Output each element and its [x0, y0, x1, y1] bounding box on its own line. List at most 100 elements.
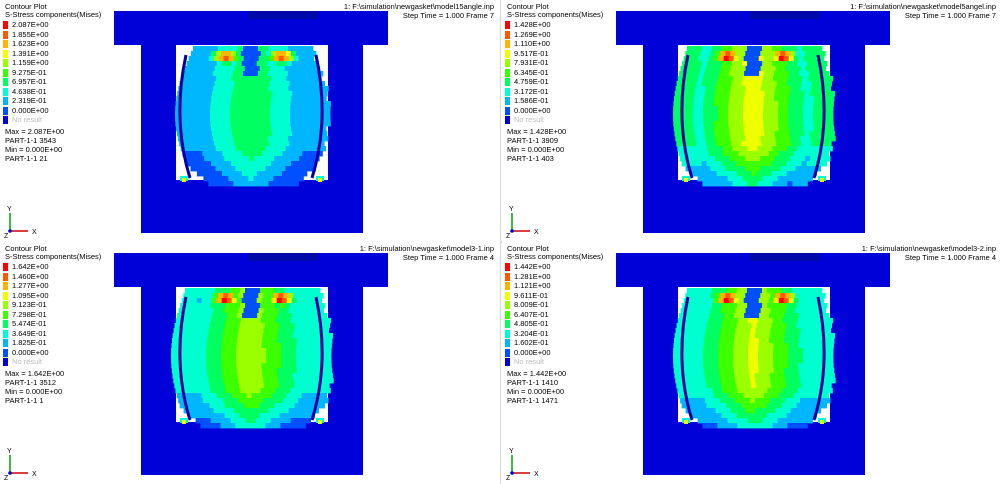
- mesh-cell: [714, 373, 720, 379]
- mesh-cell: [235, 423, 241, 429]
- legend-entry: No result: [505, 357, 595, 367]
- mesh-cell: [203, 378, 209, 384]
- mesh-cell: [277, 333, 284, 339]
- mesh-cell: [735, 328, 741, 334]
- mesh-cell: [318, 398, 324, 404]
- mesh-cell: [246, 161, 252, 167]
- stress-contour-plot[interactable]: [502, 242, 1000, 484]
- mesh-cell: [279, 413, 285, 419]
- mesh-cell: [710, 398, 716, 404]
- mesh-cell: [227, 333, 234, 339]
- mesh-cell: [306, 161, 312, 167]
- mesh-cell: [701, 323, 707, 329]
- mesh-cell: [788, 101, 794, 107]
- mesh-cell: [179, 403, 185, 409]
- mesh-cell: [305, 303, 311, 309]
- mesh-cell: [759, 131, 765, 137]
- mesh-cell: [788, 126, 795, 132]
- mesh-cell: [820, 293, 826, 299]
- mesh-cell: [738, 358, 744, 364]
- mesh-cell: [248, 308, 254, 314]
- viewport-panel-3[interactable]: Contour Plot S-Stress components(Mises) 1:…: [0, 242, 500, 484]
- mesh-cell: [205, 288, 211, 294]
- mesh-cell: [791, 171, 797, 177]
- mesh-cell: [704, 71, 710, 77]
- mesh-cell: [186, 358, 192, 364]
- mesh-cell: [252, 338, 258, 344]
- mesh-cell: [236, 363, 242, 369]
- mesh-cell: [751, 171, 757, 177]
- mesh-cell: [220, 418, 226, 424]
- mesh-cell: [772, 423, 778, 429]
- mesh-cell: [796, 141, 802, 147]
- mesh-cell: [227, 338, 233, 344]
- mesh-cell: [270, 418, 276, 424]
- mesh-cell: [201, 348, 207, 354]
- mesh-cell: [285, 106, 291, 112]
- mesh-cell: [275, 418, 281, 424]
- mesh-cell: [785, 66, 791, 72]
- mesh-cell: [273, 308, 279, 314]
- mesh-cell: [717, 423, 723, 429]
- mesh-cell: [698, 348, 704, 354]
- mesh-cell: [818, 348, 824, 354]
- mesh-cell: [699, 333, 706, 339]
- mesh-cell: [199, 81, 205, 87]
- mesh-cell: [739, 313, 745, 319]
- mesh-cell: [243, 293, 249, 299]
- mesh-cell: [776, 141, 782, 147]
- stress-contour-plot[interactable]: [0, 0, 500, 242]
- mesh-cell: [321, 368, 328, 374]
- mesh-cell: [697, 76, 704, 82]
- mesh-cell: [747, 46, 753, 52]
- mesh-cell: [261, 343, 267, 349]
- mesh-cell: [223, 328, 229, 334]
- mesh-cell: [228, 378, 234, 384]
- mesh-cell: [277, 91, 283, 97]
- viewport-panel-1[interactable]: Contour Plot S-Stress components(Mises) 1:…: [0, 0, 500, 242]
- mesh-cell: [325, 388, 331, 394]
- mesh-cell: [291, 353, 297, 359]
- mesh-cell: [819, 96, 825, 102]
- mesh-cell: [798, 393, 805, 399]
- mesh-cell: [200, 51, 207, 57]
- mesh-cell: [273, 56, 280, 62]
- mesh-cell: [251, 298, 258, 304]
- mesh-cell: [279, 141, 285, 147]
- mesh-cell: [283, 378, 289, 384]
- mesh-cell: [816, 141, 822, 147]
- mesh-cell: [195, 388, 201, 394]
- mesh-cell: [764, 313, 770, 319]
- mesh-cell: [216, 363, 222, 369]
- viewport-panel-4[interactable]: Contour Plot S-Stress components(Mises) 1:…: [502, 242, 1000, 484]
- mesh-cell: [815, 51, 821, 57]
- mesh-cell: [699, 373, 705, 379]
- max-location: PART-1-1 3909: [507, 136, 559, 145]
- mesh-cell: [266, 358, 272, 364]
- mesh-cell: [760, 156, 766, 162]
- legend-value: 1.460E+00: [12, 271, 49, 281]
- mesh-cell: [804, 333, 811, 339]
- mesh-cell: [267, 71, 274, 77]
- stress-contour-plot[interactable]: [0, 242, 500, 484]
- legend-entry: 1.391E+00: [3, 49, 93, 59]
- legend-entry: 6.345E-01: [505, 68, 595, 78]
- mesh-cell: [757, 46, 763, 52]
- y-axis-label: Y: [7, 448, 12, 455]
- mesh-cell: [212, 338, 218, 344]
- stress-contour-plot[interactable]: [502, 0, 1000, 242]
- mesh-cell: [793, 393, 800, 399]
- viewport-panel-2[interactable]: Contour Plot S-Stress components(Mises) 1:…: [502, 0, 1000, 242]
- mesh-cell: [206, 368, 213, 374]
- mesh-cell: [732, 318, 739, 324]
- mesh-cell: [201, 358, 207, 364]
- mesh-cell: [232, 151, 238, 157]
- mesh-cell: [314, 323, 320, 329]
- mesh-cell: [316, 368, 323, 374]
- legend-value: 4.638E-01: [12, 86, 47, 96]
- mesh-cell: [226, 298, 233, 304]
- mesh-cell: [313, 86, 319, 92]
- mesh-cell: [766, 171, 772, 177]
- mesh-cell: [751, 141, 757, 147]
